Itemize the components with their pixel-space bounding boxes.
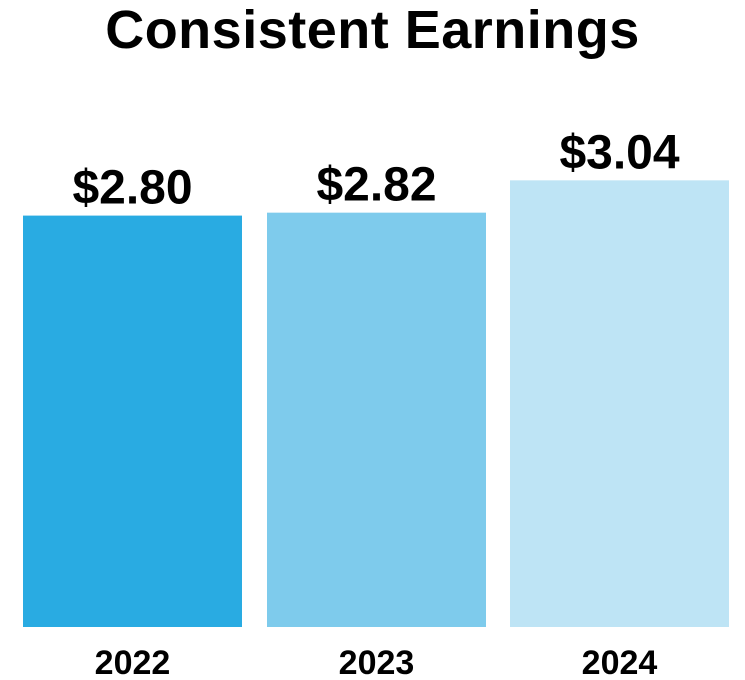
bar-2023 xyxy=(267,212,486,627)
category-label-2023: 2023 xyxy=(339,644,415,680)
chart-title: Consistent Earnings xyxy=(105,0,640,60)
category-labels-group: 2022 2023 2024 xyxy=(95,644,658,680)
value-labels-group: $2.80 $2.82 $3.04 xyxy=(72,126,679,214)
bar-2022 xyxy=(23,215,242,627)
value-label-2023: $2.82 xyxy=(316,159,436,212)
bars-group xyxy=(23,180,729,627)
category-label-2022: 2022 xyxy=(95,644,171,680)
bar-2024 xyxy=(510,180,729,627)
value-label-2024: $3.04 xyxy=(559,126,679,179)
value-label-2022: $2.80 xyxy=(72,162,192,215)
category-label-2024: 2024 xyxy=(582,644,658,680)
